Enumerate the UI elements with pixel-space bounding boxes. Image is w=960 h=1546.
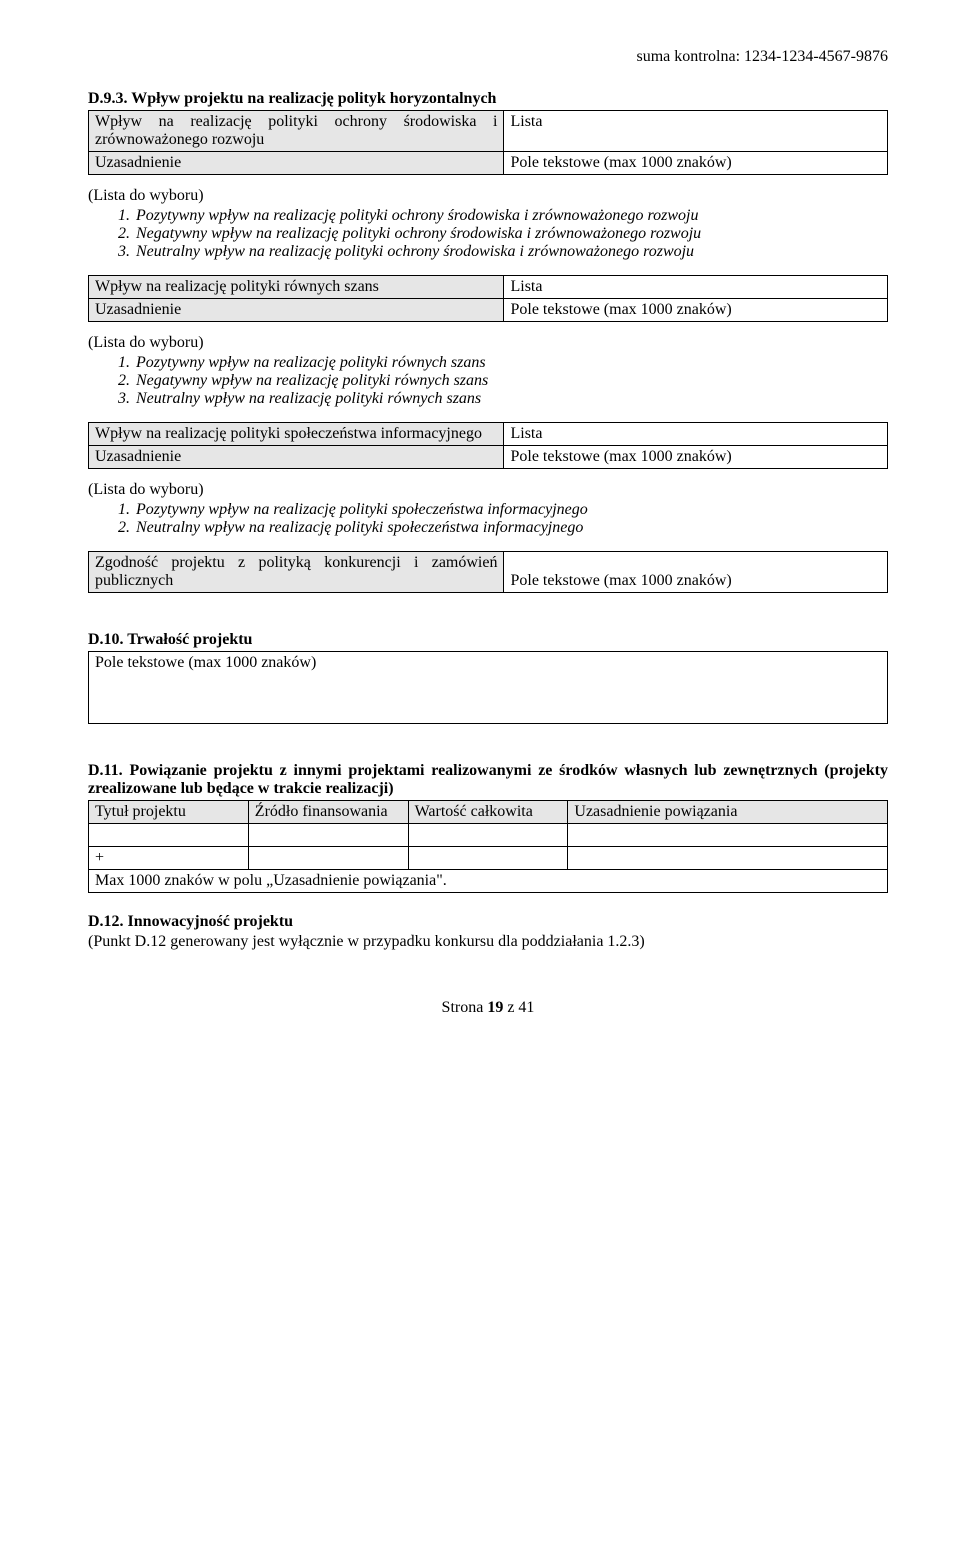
heading-d11: D.11. Powiązanie projektu z innymi proje… (88, 762, 888, 798)
list3: Pozytywny wpływ na realizację polityki s… (88, 501, 888, 537)
cell: Lista (504, 423, 888, 446)
page-prefix: Strona (442, 999, 488, 1016)
cell (248, 847, 408, 870)
table-d93-1: Wpływ na realizację polityki ochrony śro… (88, 110, 888, 175)
cell (568, 847, 888, 870)
list3-head: (Lista do wyboru) (88, 481, 888, 499)
cell: Wpływ na realizację polityki równych sza… (89, 276, 504, 299)
heading-d10: D.10. Trwałość projektu (88, 631, 888, 649)
hdr-title: Tytuł projektu (89, 801, 249, 824)
cell: Zgodność projektu z polityką konkurencji… (89, 552, 504, 593)
list-item: Neutralny wpływ na realizację polityki s… (134, 519, 888, 537)
cell: Pole tekstowe (max 1000 znaków) (504, 552, 888, 593)
table-d93-2: Wpływ na realizację polityki równych sza… (88, 275, 888, 322)
hdr-just: Uzasadnienie powiązania (568, 801, 888, 824)
heading-d93: D.9.3. Wpływ projektu na realizację poli… (88, 90, 888, 108)
page-number: 19 (487, 999, 503, 1016)
table-d10: Pole tekstowe (max 1000 znaków) (88, 651, 888, 724)
list-item: Negatywny wpływ na realizację polityki o… (134, 225, 888, 243)
note-cell: Max 1000 znaków w polu „Uzasadnienie pow… (89, 870, 888, 893)
cell: Pole tekstowe (max 1000 znaków) (504, 152, 888, 175)
cell (568, 824, 888, 847)
list-item: Neutralny wpływ na realizację polityki o… (134, 243, 888, 261)
list1: Pozytywny wpływ na realizację polityki o… (88, 207, 888, 261)
hdr-value: Wartość całkowita (408, 801, 568, 824)
list-item: Pozytywny wpływ na realizację polityki s… (134, 501, 888, 519)
table-d11: Tytuł projektu Źródło finansowania Warto… (88, 800, 888, 893)
list-item: Neutralny wpływ na realizację polityki r… (134, 390, 888, 408)
checksum-line: suma kontrolna: 1234-1234-4567-9876 (88, 48, 888, 66)
cell: Wpływ na realizację polityki ochrony śro… (89, 111, 504, 152)
cell: Uzasadnienie (89, 446, 504, 469)
cell: Pole tekstowe (max 1000 znaków) (504, 446, 888, 469)
cell (408, 847, 568, 870)
plus-cell: + (89, 847, 249, 870)
list-item: Negatywny wpływ na realizację polityki r… (134, 372, 888, 390)
cell: Uzasadnienie (89, 299, 504, 322)
list-item: Pozytywny wpływ na realizację polityki o… (134, 207, 888, 225)
cell: Pole tekstowe (max 1000 znaków) (504, 299, 888, 322)
cell: Uzasadnienie (89, 152, 504, 175)
cell: Lista (504, 276, 888, 299)
cell (248, 824, 408, 847)
cell: Lista (504, 111, 888, 152)
list2-head: (Lista do wyboru) (88, 334, 888, 352)
table-d93-3: Wpływ na realizację polityki społeczeńst… (88, 422, 888, 469)
heading-d12: D.12. Innowacyjność projektu (88, 913, 888, 931)
cell (89, 824, 249, 847)
cell: Pole tekstowe (max 1000 znaków) (89, 652, 888, 724)
cell: Wpływ na realizację polityki społeczeńst… (89, 423, 504, 446)
page-suffix: z 41 (503, 999, 534, 1016)
list1-head: (Lista do wyboru) (88, 187, 888, 205)
table-d93-4: Zgodność projektu z polityką konkurencji… (88, 551, 888, 593)
list2: Pozytywny wpływ na realizację polityki r… (88, 354, 888, 408)
hdr-source: Źródło finansowania (248, 801, 408, 824)
list-item: Pozytywny wpływ na realizację polityki r… (134, 354, 888, 372)
cell (408, 824, 568, 847)
page-footer: Strona 19 z 41 (88, 999, 888, 1017)
d12-note: (Punkt D.12 generowany jest wyłącznie w … (88, 933, 888, 951)
